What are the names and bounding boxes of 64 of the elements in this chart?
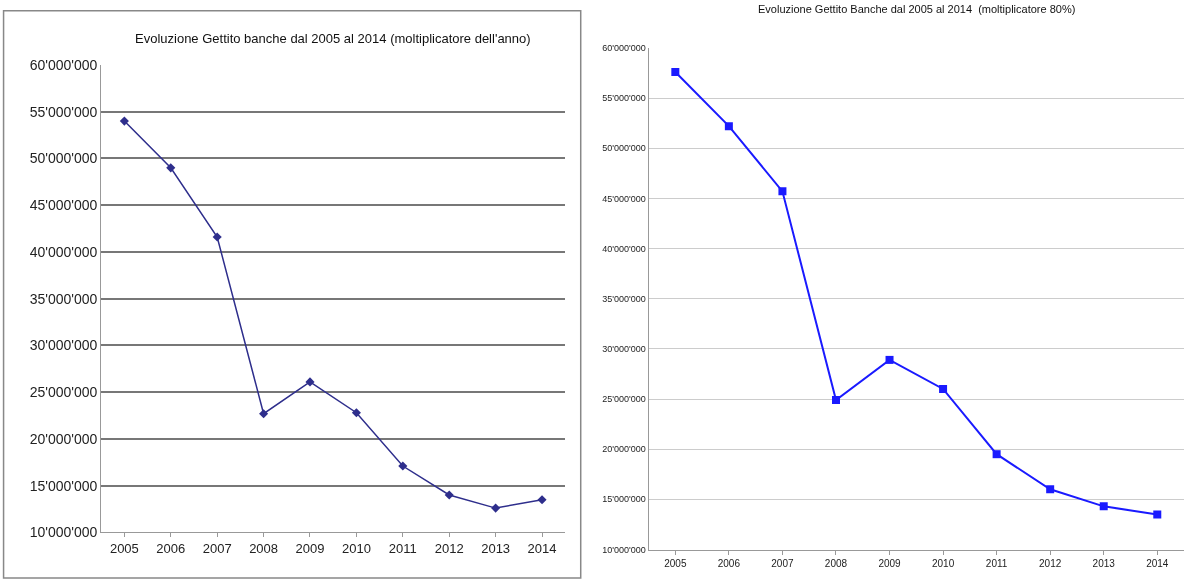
y-tick-label: 10'000'000: [29, 524, 98, 541]
x-tick-label: 2006: [717, 557, 741, 569]
point: [1099, 502, 1108, 511]
x-tick-label: 2012: [1039, 557, 1062, 569]
point: [398, 461, 408, 471]
y-tick-label: 40'000'000: [29, 243, 98, 260]
point: [444, 490, 454, 500]
x-tick-label: 2011: [388, 541, 417, 556]
x-tick-label: 2007: [202, 541, 232, 556]
y-tick-label: 30'000'000: [602, 344, 646, 355]
y-tick-label: 20'000'000: [29, 430, 98, 447]
point: [885, 355, 894, 364]
y-tick-label: 60'000'000: [602, 43, 646, 54]
x-tick-label: 2007: [771, 557, 794, 569]
x-tick-label: 2012: [434, 541, 464, 556]
point: [1153, 510, 1162, 519]
y-tick-label: 45'000'000: [29, 197, 98, 214]
y-tick-label: 55'000'000: [29, 103, 98, 120]
x-tick-label: 2009: [878, 557, 902, 569]
point: [305, 377, 315, 387]
point: [778, 187, 787, 196]
chart-title: Evoluzione Gettito banche dal 2005 al 2014 (moltiplicatore dell'anno): [135, 31, 531, 46]
x-tick-label: 2010: [931, 557, 955, 569]
y-tick-label: 55'000'000: [602, 93, 646, 104]
x-tick-label: 2008: [824, 557, 848, 569]
chart-title: Evoluzione Gettito Banche dal 2005 al 2014 (moltiplicatore 80%): [758, 3, 1076, 15]
y-tick-label: 25'000'000: [602, 394, 646, 405]
y-tick-label: 35'000'000: [602, 293, 646, 304]
y-tick-label: 15'000'000: [29, 477, 98, 494]
point: [166, 163, 176, 173]
x-tick-label: 2005: [664, 557, 687, 569]
y-tick-label: 10'000'000: [602, 544, 646, 555]
y-tick-label: 20'000'000: [602, 444, 646, 455]
point: [537, 495, 547, 505]
x-tick-label: 2006: [156, 541, 186, 556]
x-tick-label: 2011: [985, 557, 1008, 569]
point: [939, 384, 948, 393]
y-tick-label: 25'000'000: [29, 384, 98, 401]
x-tick-label: 2014: [1146, 557, 1169, 569]
y-tick-label: 40'000'000: [602, 243, 646, 254]
point: [992, 450, 1001, 459]
point: [351, 408, 361, 418]
point: [724, 122, 733, 131]
y-tick-label: 60'000'000: [29, 56, 98, 73]
point: [212, 232, 222, 242]
y-tick-label: 45'000'000: [602, 193, 646, 204]
point: [491, 503, 501, 513]
y-tick-label: 35'000'000: [29, 290, 98, 307]
x-tick-label: 2013: [1092, 557, 1116, 569]
x-tick-label: 2009: [295, 541, 325, 556]
x-tick-label: 2005: [109, 541, 139, 556]
point: [259, 409, 269, 419]
x-tick-label: 2014: [527, 541, 557, 556]
point: [671, 67, 680, 76]
point: [119, 116, 129, 126]
point: [1046, 485, 1055, 494]
x-tick-label: 2010: [341, 541, 371, 556]
point: [831, 396, 840, 405]
x-tick-label: 2008: [249, 541, 279, 556]
y-tick-label: 50'000'000: [602, 143, 646, 154]
y-tick-label: 50'000'000: [29, 150, 98, 167]
y-tick-label: 15'000'000: [602, 494, 646, 505]
x-tick-label: 2013: [481, 541, 511, 556]
y-tick-label: 30'000'000: [29, 337, 98, 354]
